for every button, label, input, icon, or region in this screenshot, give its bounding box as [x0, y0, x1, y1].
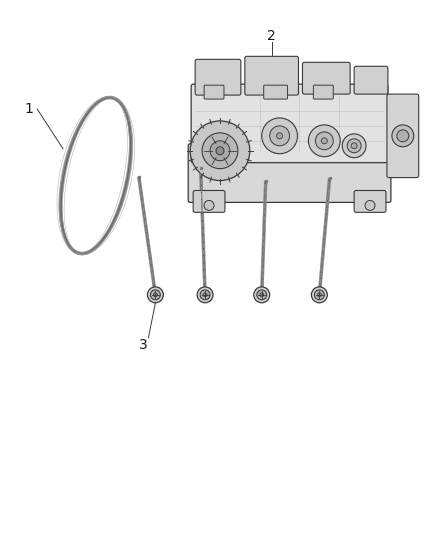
- FancyBboxPatch shape: [193, 190, 225, 212]
- FancyBboxPatch shape: [245, 56, 298, 95]
- Circle shape: [270, 126, 290, 146]
- Circle shape: [315, 132, 333, 150]
- FancyBboxPatch shape: [354, 190, 386, 212]
- Circle shape: [392, 125, 414, 147]
- Text: 1: 1: [25, 102, 34, 116]
- FancyBboxPatch shape: [264, 85, 288, 99]
- FancyBboxPatch shape: [204, 85, 224, 99]
- Circle shape: [397, 130, 409, 142]
- Circle shape: [311, 287, 327, 303]
- Circle shape: [203, 293, 207, 297]
- Circle shape: [321, 138, 327, 144]
- Circle shape: [314, 290, 324, 300]
- Circle shape: [148, 287, 163, 303]
- Circle shape: [254, 287, 270, 303]
- Circle shape: [318, 293, 321, 297]
- Circle shape: [342, 134, 366, 158]
- FancyBboxPatch shape: [354, 66, 388, 94]
- FancyBboxPatch shape: [387, 94, 419, 177]
- Circle shape: [277, 133, 283, 139]
- FancyBboxPatch shape: [195, 59, 241, 95]
- Circle shape: [365, 200, 375, 211]
- FancyBboxPatch shape: [314, 85, 333, 99]
- Circle shape: [200, 290, 210, 300]
- FancyBboxPatch shape: [191, 84, 388, 163]
- Text: 3: 3: [139, 338, 148, 352]
- Text: 2: 2: [267, 29, 276, 44]
- Circle shape: [190, 121, 250, 181]
- Circle shape: [351, 143, 357, 149]
- Circle shape: [308, 125, 340, 157]
- Circle shape: [262, 118, 297, 154]
- Circle shape: [153, 293, 157, 297]
- Circle shape: [204, 200, 214, 211]
- Circle shape: [347, 139, 361, 153]
- FancyBboxPatch shape: [303, 62, 350, 94]
- FancyBboxPatch shape: [188, 144, 391, 203]
- Circle shape: [216, 147, 224, 155]
- Circle shape: [210, 141, 230, 160]
- Circle shape: [197, 287, 213, 303]
- Circle shape: [202, 133, 238, 168]
- Circle shape: [257, 290, 267, 300]
- Circle shape: [151, 290, 160, 300]
- Circle shape: [260, 293, 264, 297]
